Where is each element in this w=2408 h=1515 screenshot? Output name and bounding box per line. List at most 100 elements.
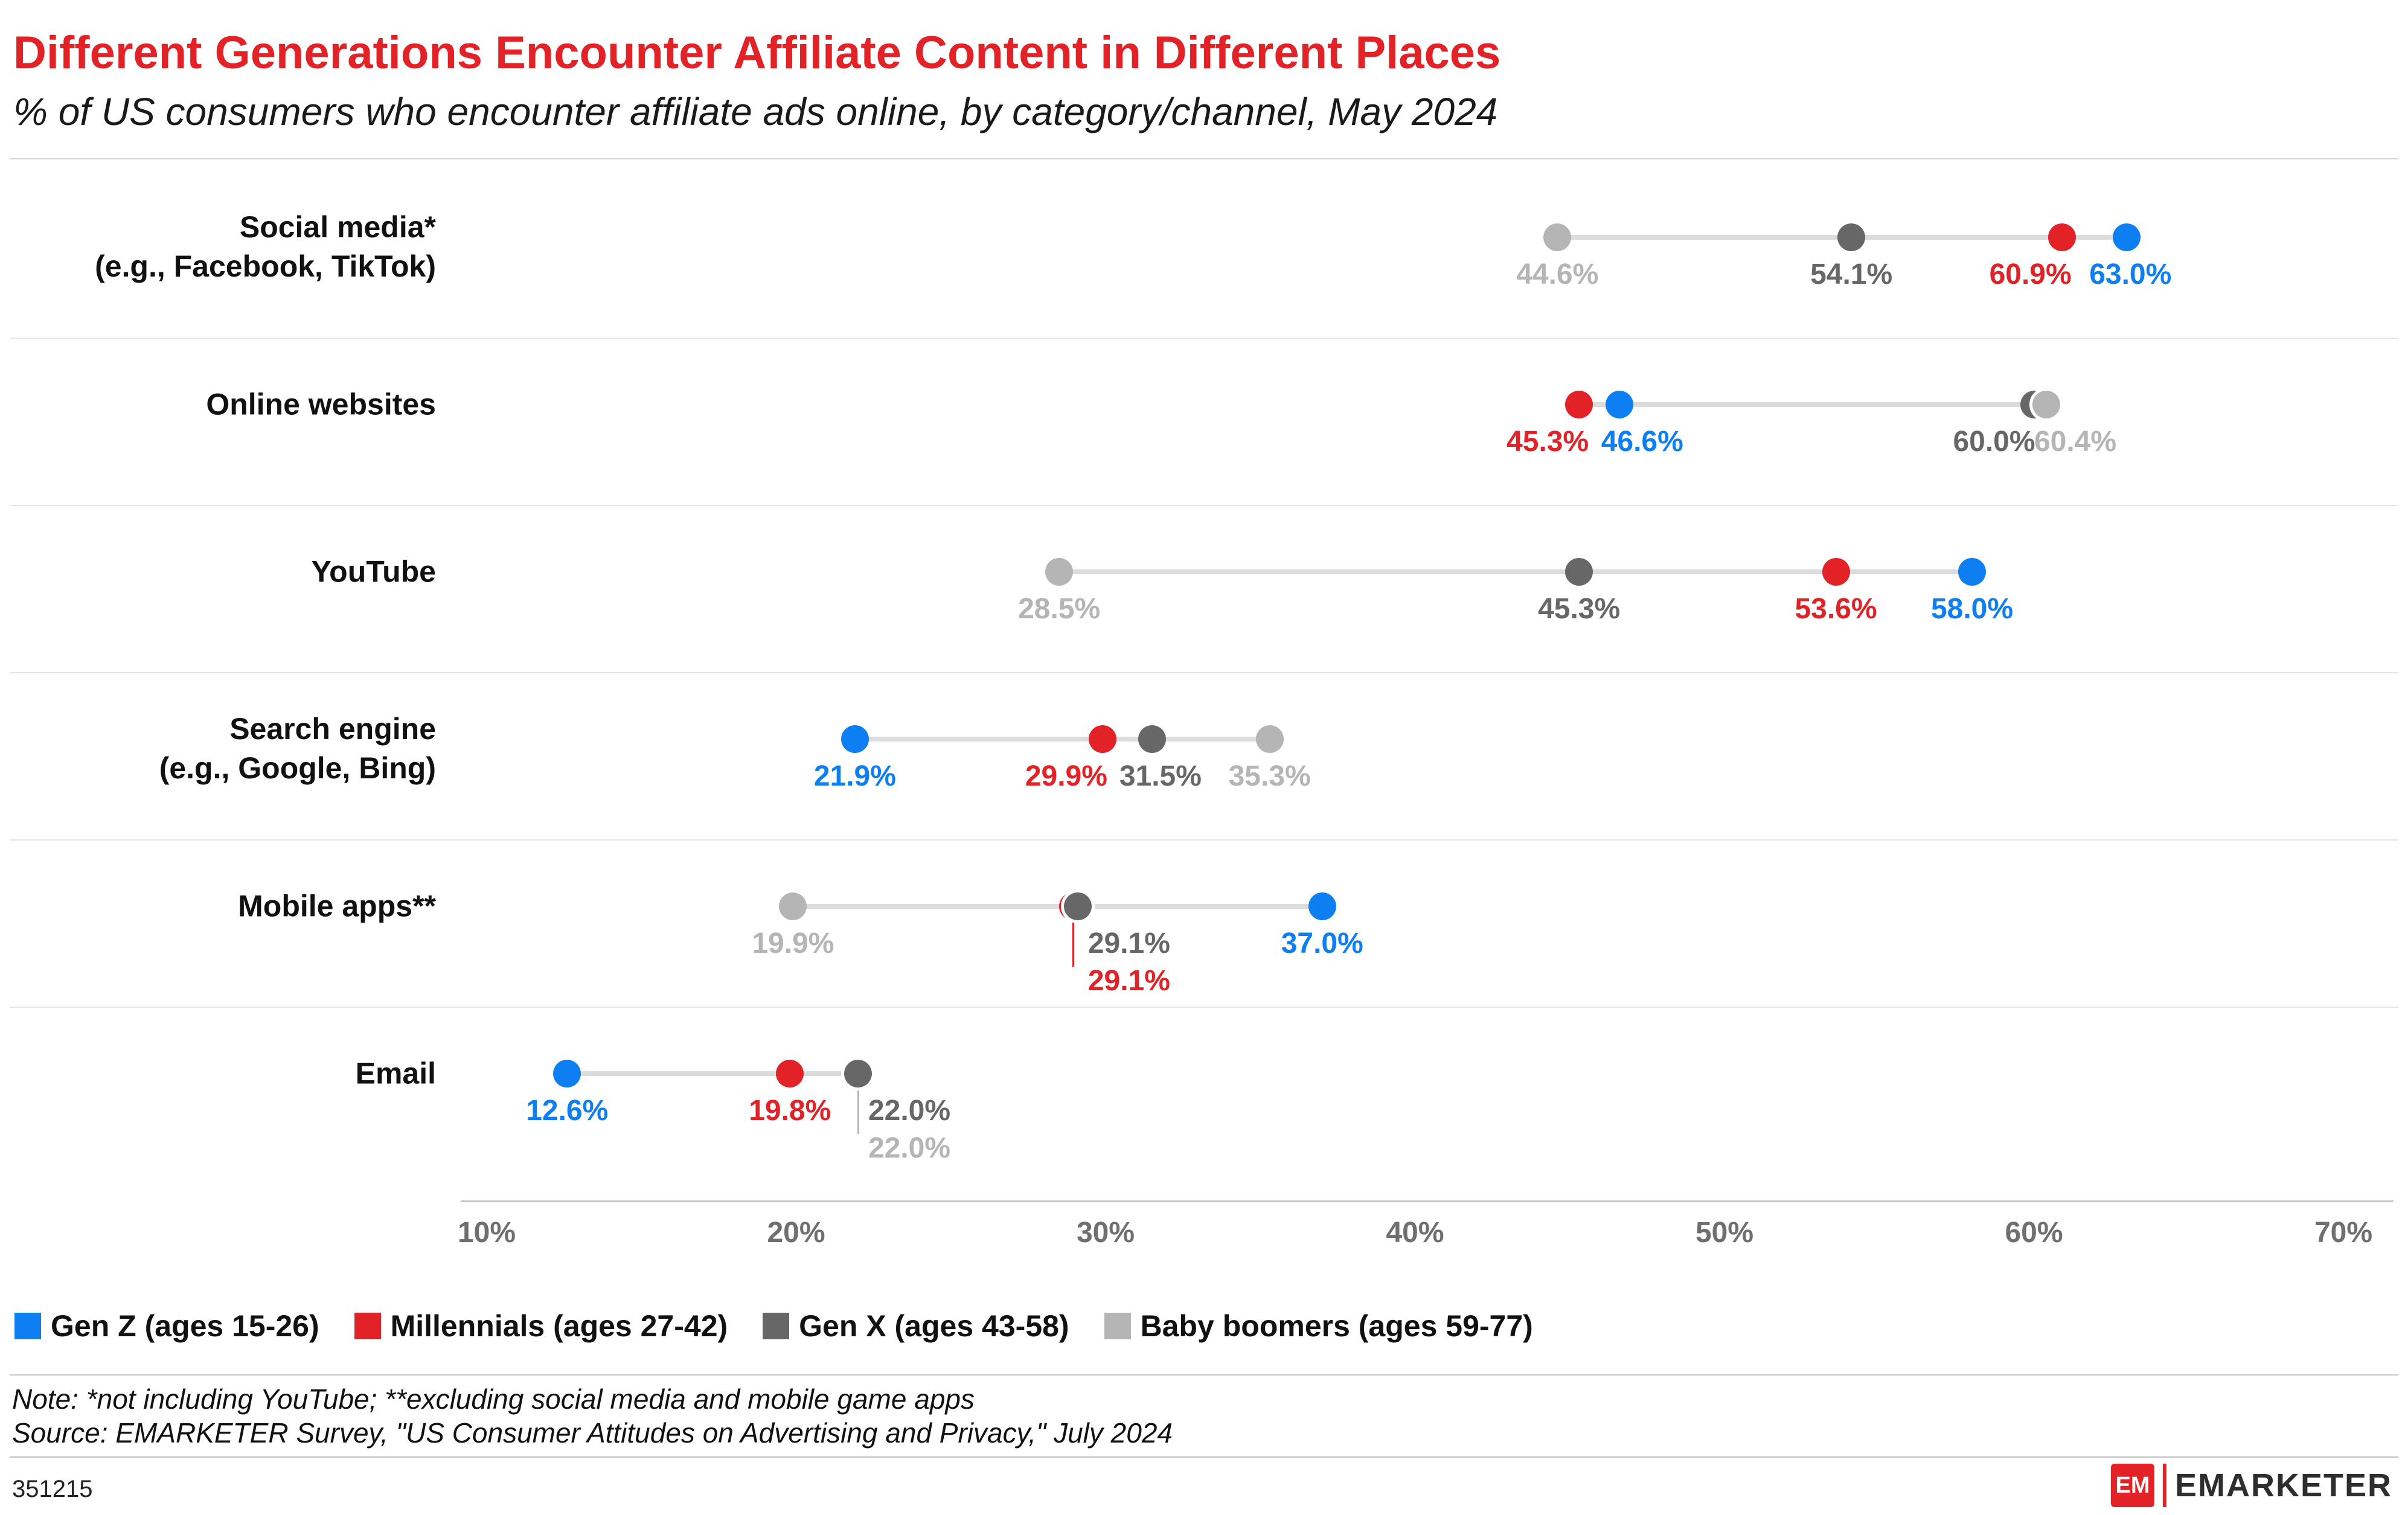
category-label-line1: YouTube bbox=[311, 554, 436, 589]
data-point-label: 44.6% bbox=[1516, 258, 1599, 290]
label-leader-line bbox=[1072, 917, 1074, 967]
legend-label: Baby boomers (ages 59-77) bbox=[1140, 1309, 1533, 1343]
dumbbell-track bbox=[567, 1071, 858, 1076]
category-label-line1: Online websites bbox=[206, 387, 436, 421]
category-label-line2: (e.g., Google, Bing) bbox=[159, 751, 436, 785]
legend-swatch bbox=[763, 1313, 790, 1339]
data-point-label: 35.3% bbox=[1228, 760, 1311, 792]
data-point-dot bbox=[1565, 391, 1593, 418]
row-divider bbox=[10, 839, 2398, 841]
notes-divider bbox=[10, 1374, 2398, 1376]
row-divider bbox=[10, 1007, 2398, 1008]
emarketer-wordmark: EMARKETER bbox=[2174, 1467, 2392, 1504]
dumbbell-track bbox=[793, 904, 1322, 909]
data-point-dot bbox=[776, 1060, 804, 1087]
x-axis-tick-label: 50% bbox=[1695, 1217, 1754, 1249]
category-label-line1: Email bbox=[355, 1056, 436, 1091]
data-point-dot bbox=[553, 1060, 581, 1087]
data-point-label: 31.5% bbox=[1119, 760, 1202, 792]
data-point-dot bbox=[1063, 892, 1092, 920]
data-point-dot bbox=[1822, 558, 1850, 586]
legend-item: Gen Z (ages 15-26) bbox=[14, 1308, 319, 1344]
data-point-dot bbox=[1958, 558, 1986, 586]
data-point-label: 21.9% bbox=[813, 760, 896, 792]
x-axis-tick-label: 70% bbox=[2314, 1217, 2373, 1249]
legend-swatch bbox=[14, 1313, 41, 1339]
data-point-label: 45.3% bbox=[1538, 593, 1621, 625]
data-point-dot bbox=[2048, 223, 2076, 251]
legend-item: Gen X (ages 43-58) bbox=[763, 1308, 1069, 1344]
category-label-line2: (e.g., Facebook, TikTok) bbox=[95, 249, 436, 283]
category-label-line1: Search engine bbox=[229, 712, 436, 746]
footnote: Note: *not including YouTube; **excludin… bbox=[12, 1383, 975, 1415]
source-note: Source: EMARKETER Survey, "US Consumer A… bbox=[12, 1417, 1173, 1449]
dumbbell-track bbox=[1059, 569, 1972, 574]
x-axis-line bbox=[461, 1200, 2394, 1202]
legend-item: Baby boomers (ages 59-77) bbox=[1104, 1308, 1533, 1344]
label-leader-line bbox=[857, 1084, 859, 1134]
x-axis-tick-label: 60% bbox=[2005, 1217, 2063, 1249]
legend-label: Millennials (ages 27-42) bbox=[390, 1309, 728, 1343]
legend-label: Gen Z (ages 15-26) bbox=[51, 1309, 319, 1343]
data-point-dot bbox=[1565, 558, 1593, 586]
data-point-dot bbox=[1255, 725, 1284, 753]
data-point-dot bbox=[1605, 391, 1633, 418]
data-point-label: 12.6% bbox=[526, 1095, 609, 1127]
category-label: YouTube bbox=[13, 553, 436, 592]
legend-item: Millennials (ages 27-42) bbox=[354, 1308, 728, 1344]
data-point-label: 60.9% bbox=[1989, 258, 2072, 290]
dumbbell-track bbox=[1579, 402, 2046, 407]
data-point-label: 19.9% bbox=[752, 927, 834, 959]
data-point-label: 53.6% bbox=[1795, 593, 1877, 625]
chart-id: 351215 bbox=[12, 1476, 93, 1502]
dumbbell-track bbox=[854, 737, 1270, 741]
data-point-label: 60.0% bbox=[1953, 426, 2035, 458]
chart-legend: Gen Z (ages 15-26) Millennials (ages 27-4… bbox=[14, 1309, 1533, 1343]
emarketer-logo-bar bbox=[2162, 1464, 2166, 1507]
row-divider bbox=[10, 338, 2398, 339]
category-label: Social media* (e.g., Facebook, TikTok) bbox=[13, 208, 436, 286]
category-label-line1: Mobile apps** bbox=[238, 889, 436, 923]
data-point-dot bbox=[1837, 223, 1866, 251]
data-point-dot bbox=[2032, 391, 2060, 418]
x-axis-tick-label: 30% bbox=[1076, 1217, 1135, 1249]
data-point-dot bbox=[779, 892, 807, 920]
header-divider bbox=[10, 158, 2398, 159]
data-point-dot bbox=[2113, 223, 2141, 251]
data-point-label: 45.3% bbox=[1507, 426, 1589, 458]
data-point-label: 63.0% bbox=[2089, 258, 2172, 290]
legend-swatch bbox=[354, 1313, 381, 1339]
data-point-label: 60.4% bbox=[2034, 426, 2117, 458]
data-point-dot bbox=[1088, 725, 1116, 753]
data-point-label: 46.6% bbox=[1601, 426, 1683, 458]
data-point-label: 29.1% bbox=[1087, 965, 1170, 997]
data-point-dot bbox=[844, 1060, 872, 1087]
data-point-label: 19.8% bbox=[749, 1095, 831, 1127]
category-label-line1: Social media* bbox=[239, 210, 436, 244]
x-axis-tick-label: 20% bbox=[767, 1217, 825, 1249]
emarketer-logo-mark: EM bbox=[2110, 1464, 2154, 1507]
row-divider bbox=[10, 505, 2398, 506]
data-point-label: 22.0% bbox=[868, 1132, 951, 1164]
data-point-dot bbox=[841, 725, 869, 753]
footer-divider bbox=[10, 1456, 2398, 1458]
data-point-dot bbox=[1045, 558, 1074, 586]
category-label: Search engine (e.g., Google, Bing) bbox=[13, 709, 436, 788]
x-axis-tick-label: 40% bbox=[1386, 1217, 1444, 1249]
emarketer-logo: EM EMARKETER bbox=[2110, 1464, 2392, 1507]
chart-subtitle: % of US consumers who encounter affiliat… bbox=[13, 90, 1498, 133]
data-point-label: 28.5% bbox=[1018, 593, 1101, 625]
category-label: Online websites bbox=[13, 385, 436, 424]
legend-label: Gen X (ages 43-58) bbox=[799, 1309, 1069, 1343]
data-point-label: 29.1% bbox=[1087, 927, 1170, 959]
chart-title: Different Generations Encounter Affiliat… bbox=[13, 27, 1501, 78]
data-point-dot bbox=[1308, 892, 1336, 920]
x-axis-tick-label: 10% bbox=[457, 1217, 516, 1249]
data-point-dot bbox=[1543, 223, 1572, 251]
data-point-label: 54.1% bbox=[1810, 258, 1893, 290]
data-point-label: 22.0% bbox=[868, 1095, 951, 1127]
data-point-dot bbox=[1138, 725, 1166, 753]
data-point-label: 37.0% bbox=[1281, 927, 1363, 959]
data-point-label: 58.0% bbox=[1930, 593, 2014, 625]
